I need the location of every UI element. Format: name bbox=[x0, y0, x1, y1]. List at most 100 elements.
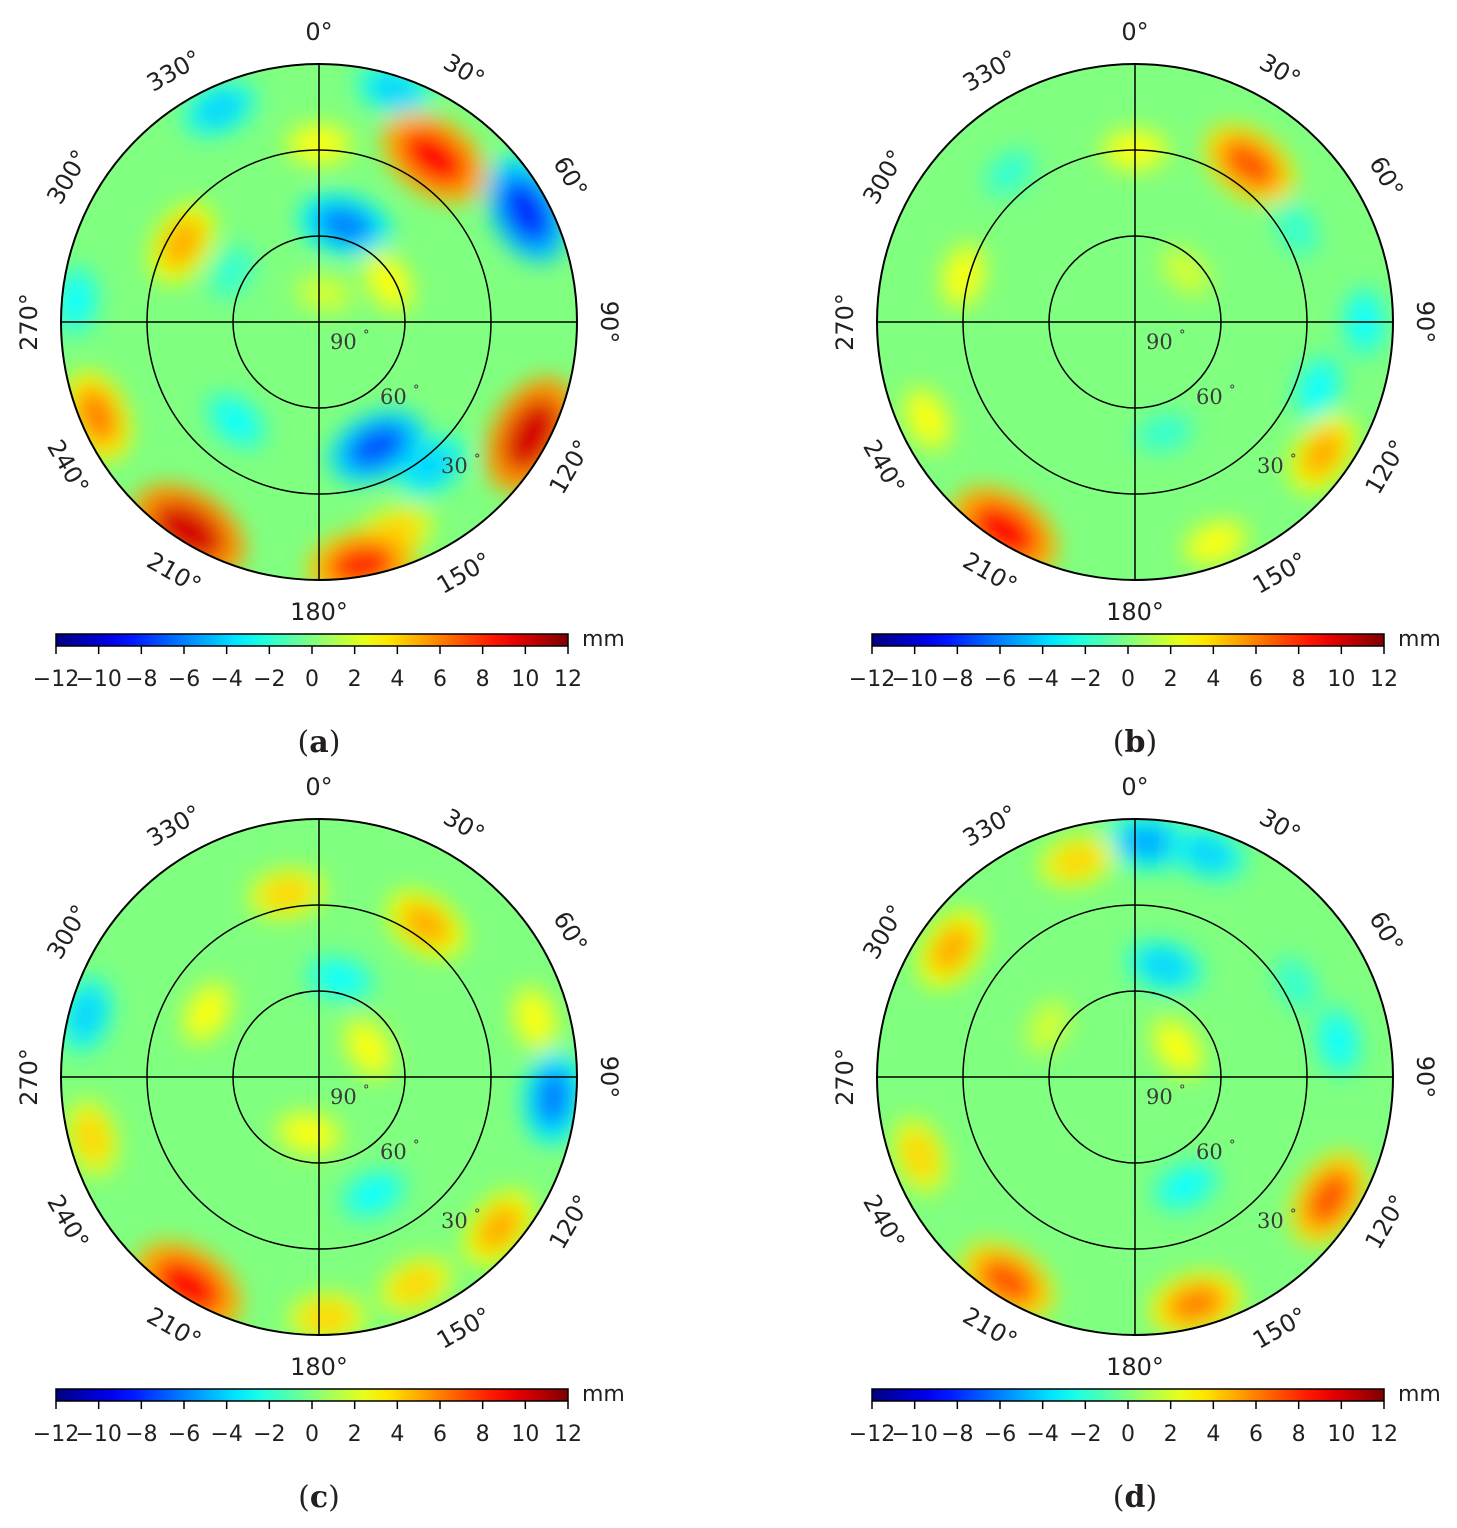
colorbar-tick-label: 6 bbox=[433, 667, 447, 692]
panel-label: (c) bbox=[298, 1480, 340, 1515]
heatmap-anomaly-core bbox=[195, 90, 244, 127]
colorbar-gradient bbox=[871, 1388, 1385, 1402]
heatmap-anomaly-core bbox=[948, 253, 979, 299]
panel-label: (a) bbox=[298, 725, 341, 760]
azimuth-label: 210° bbox=[958, 1302, 1022, 1355]
colorbar-tick-label: 4 bbox=[390, 667, 404, 692]
azimuth-label: 330° bbox=[958, 44, 1022, 97]
colorbar-tick-label: 12 bbox=[1370, 667, 1398, 692]
colorbar-tick-label: −4 bbox=[210, 667, 242, 692]
heatmap-anomaly-core bbox=[930, 923, 974, 974]
heatmap-anomaly-core bbox=[400, 128, 468, 187]
colorbar-tick-label: −8 bbox=[125, 667, 157, 692]
panel-label: (b) bbox=[1113, 725, 1157, 760]
panel-a: 30 °60 °90 °0°30°60°90°120°150°180°210°240°… bbox=[15, 18, 625, 760]
colorbar-tick-label: −10 bbox=[891, 667, 937, 692]
azimuth-label: 180° bbox=[290, 598, 348, 626]
colorbar-unit: mm bbox=[1398, 1382, 1441, 1407]
azimuth-label: 270° bbox=[15, 1048, 43, 1106]
azimuth-label: 90° bbox=[1411, 301, 1439, 344]
colorbar-tick-label: −2 bbox=[253, 1422, 285, 1447]
colorbar-tick-label: 4 bbox=[390, 1422, 404, 1447]
elevation-degree-symbol: ° bbox=[1290, 1207, 1297, 1222]
heatmap-anomaly-core bbox=[61, 277, 91, 324]
colorbar-tick-label: −12 bbox=[33, 1422, 79, 1447]
azimuth-label: 240° bbox=[41, 1190, 94, 1254]
azimuth-label: 180° bbox=[290, 1353, 348, 1381]
heatmap-anomaly-core bbox=[190, 991, 225, 1034]
azimuth-label: 330° bbox=[142, 44, 206, 97]
elevation-label: 30 bbox=[1257, 1209, 1284, 1233]
azimuth-label: 150° bbox=[432, 1302, 496, 1355]
colorbar-tick-label: −2 bbox=[1069, 667, 1101, 692]
heatmap-anomaly-core bbox=[902, 1130, 937, 1181]
elevation-degree-symbol: ° bbox=[413, 1138, 420, 1153]
heatmap-anomaly-core bbox=[369, 73, 420, 108]
heatmap-anomaly-core bbox=[301, 1301, 353, 1334]
azimuth-label: 0° bbox=[1121, 18, 1148, 46]
colorbar-tick-label: −6 bbox=[984, 1422, 1016, 1447]
elevation-degree-symbol: ° bbox=[474, 452, 481, 467]
azimuth-label: 120° bbox=[544, 435, 597, 499]
heatmap-anomaly-core bbox=[409, 446, 455, 487]
elevation-degree-symbol: ° bbox=[1290, 452, 1297, 467]
azimuth-label: 300° bbox=[41, 900, 94, 964]
heatmap-anomaly-core bbox=[1182, 836, 1233, 871]
elevation-degree-symbol: ° bbox=[413, 383, 420, 398]
heatmap-anomaly-core bbox=[1166, 1284, 1226, 1324]
colorbar-tick-label: 10 bbox=[511, 667, 539, 692]
colorbar-tick-label: 8 bbox=[476, 667, 490, 692]
colorbar-tick-label: −12 bbox=[33, 667, 79, 692]
azimuth-label: 60° bbox=[547, 907, 593, 958]
azimuth-label: 330° bbox=[958, 799, 1022, 852]
colorbar-tick-label: −6 bbox=[168, 667, 200, 692]
colorbar-tick-label: 8 bbox=[1292, 667, 1306, 692]
heatmap-anomaly-core bbox=[476, 1203, 522, 1253]
colorbar-tick-label: −2 bbox=[1069, 1422, 1101, 1447]
heatmap-anomaly-core bbox=[316, 963, 363, 994]
colorbar-tick-label: 2 bbox=[1164, 1422, 1178, 1447]
heatmap-anomaly-core bbox=[1119, 824, 1176, 860]
heatmap-anomaly-core bbox=[501, 178, 552, 245]
heatmap-anomaly-core bbox=[1323, 1018, 1353, 1065]
azimuth-label: 150° bbox=[1248, 547, 1312, 600]
azimuth-label: 120° bbox=[1360, 435, 1413, 499]
colorbar-gradient bbox=[55, 633, 569, 647]
colorbar-unit: mm bbox=[1398, 627, 1441, 652]
azimuth-label: 150° bbox=[432, 547, 496, 600]
colorbar-tick-label: 10 bbox=[1327, 667, 1355, 692]
colorbar-tick-label: 0 bbox=[1121, 667, 1135, 692]
colorbar-tick-label: 12 bbox=[554, 1422, 582, 1447]
azimuth-label: 180° bbox=[1106, 1353, 1164, 1381]
heatmap-anomaly-core bbox=[346, 423, 409, 470]
heatmap-anomaly-core bbox=[1220, 138, 1279, 190]
elevation-degree-symbol: ° bbox=[1229, 383, 1236, 398]
colorbar-tick-label: −2 bbox=[253, 667, 285, 692]
colorbar-tick-label: −8 bbox=[941, 667, 973, 692]
elevation-label: 90 bbox=[330, 330, 357, 354]
colorbar-tick-label: 6 bbox=[1249, 1422, 1263, 1447]
heatmap-anomaly-core bbox=[1052, 844, 1103, 878]
colorbar-tick-label: 0 bbox=[305, 667, 319, 692]
heatmap-anomaly-core bbox=[261, 877, 313, 910]
elevation-degree-symbol: ° bbox=[1229, 1138, 1236, 1153]
colorbar-tick-label: 4 bbox=[1206, 1422, 1220, 1447]
azimuth-label: 0° bbox=[305, 18, 332, 46]
colorbar-tick-label: 6 bbox=[1249, 667, 1263, 692]
elevation-degree-symbol: ° bbox=[474, 1207, 481, 1222]
colorbar-tick-label: 0 bbox=[1121, 1422, 1135, 1447]
panel-d: 30 °60 °90 °0°30°60°90°120°150°180°210°240°… bbox=[831, 773, 1441, 1515]
azimuth-label: 180° bbox=[1106, 598, 1164, 626]
azimuth-label: 240° bbox=[857, 1190, 910, 1254]
colorbar-tick-label: 4 bbox=[1206, 667, 1220, 692]
heatmap-anomaly-core bbox=[991, 156, 1028, 190]
colorbar-tick-label: 10 bbox=[511, 1422, 539, 1447]
colorbar-tick-label: 12 bbox=[554, 667, 582, 692]
heatmap-anomaly-core bbox=[910, 397, 944, 441]
colorbar-gradient bbox=[871, 633, 1385, 647]
heatmap-anomaly-core bbox=[400, 902, 451, 946]
